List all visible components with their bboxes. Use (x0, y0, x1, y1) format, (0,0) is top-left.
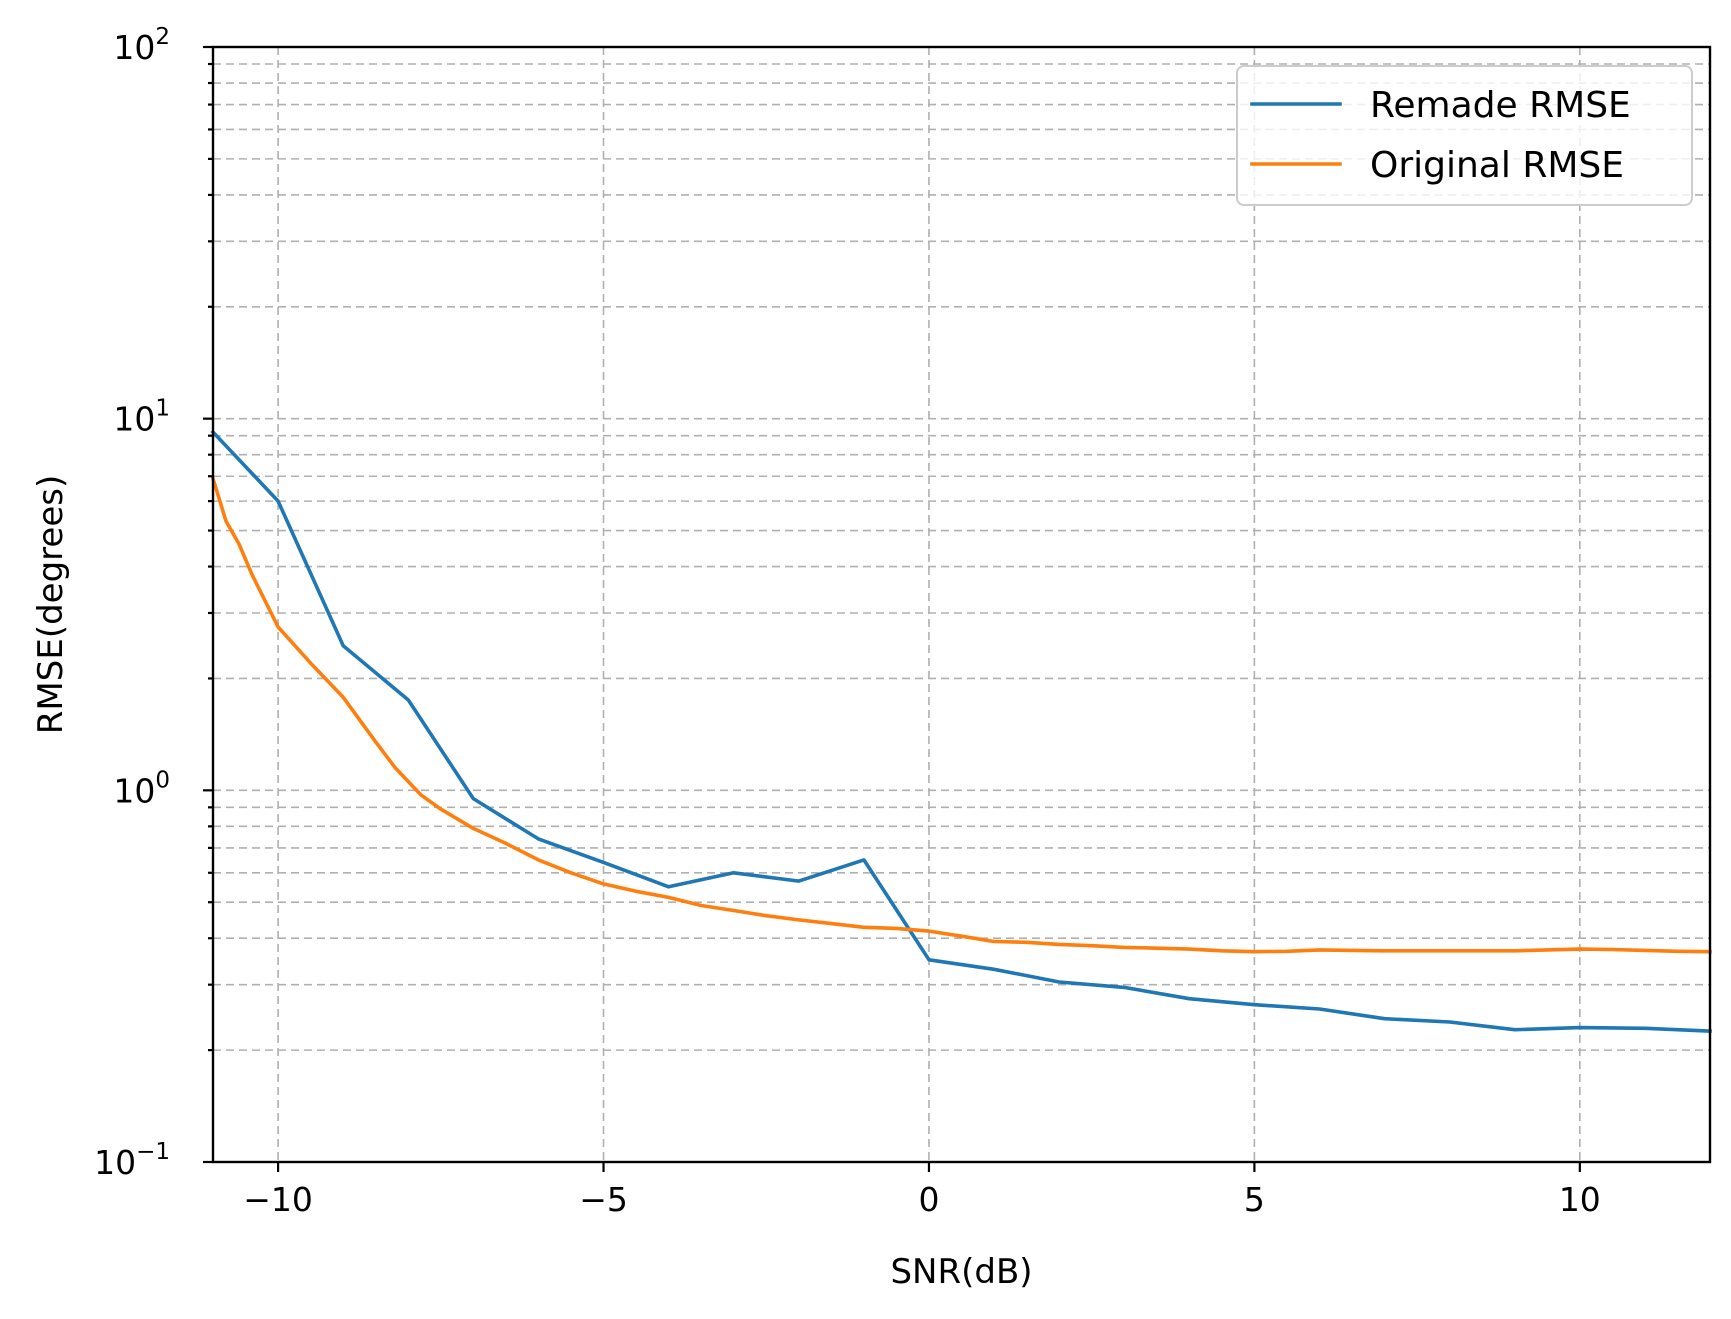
y-axis-label: RMSE(degrees) (31, 475, 71, 734)
x-axis-label: SNR(dB) (890, 1252, 1032, 1292)
legend: Remade RMSE Original RMSE (1236, 65, 1693, 206)
legend-label-original-rmse: Original RMSE (1370, 145, 1624, 186)
x-tick-label: 5 (1244, 1180, 1265, 1219)
y-tick-label: 102 (113, 24, 170, 67)
series-group (210, 429, 1712, 1033)
x-tick-label: 0 (918, 1180, 939, 1219)
grid (213, 47, 1710, 1162)
series-line-remade-rmse (210, 429, 1712, 1033)
x-tick-label: −5 (579, 1180, 628, 1219)
x-tick-label: −10 (243, 1180, 313, 1219)
x-tick-label: 10 (1559, 1180, 1601, 1219)
y-tick-label: 100 (113, 767, 170, 810)
y-tick-label: 101 (113, 396, 170, 439)
axes-frame (211, 45, 1712, 1164)
legend-label-remade-rmse: Remade RMSE (1370, 85, 1631, 126)
ticks: −10 −5 0 5 10 10−1 100 101 102 (94, 24, 1601, 1219)
plot-area (213, 47, 1710, 1162)
y-tick-label: 10−1 (94, 1139, 170, 1182)
series-line-original-rmse (210, 476, 1712, 954)
legend-frame (1236, 65, 1693, 206)
